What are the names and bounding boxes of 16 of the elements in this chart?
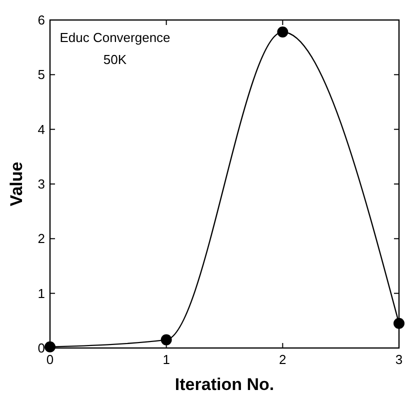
x-tick-label: 2 bbox=[279, 352, 286, 367]
y-tick-label: 1 bbox=[38, 286, 45, 301]
x-tick-label: 3 bbox=[395, 352, 403, 367]
y-tick-label: 5 bbox=[38, 67, 45, 82]
annotation: Educ Convergence 50K bbox=[60, 30, 170, 67]
y-tick-label: 4 bbox=[38, 122, 45, 137]
y-tick-label: 0 bbox=[38, 340, 45, 356]
point bbox=[44, 341, 56, 352]
y-tick-label: 2 bbox=[38, 231, 45, 246]
y-tick-label: 6 bbox=[38, 12, 45, 28]
y-axis-title: Value bbox=[7, 162, 26, 206]
x-axis-title: Iteration No. bbox=[174, 375, 274, 394]
point bbox=[277, 26, 288, 38]
x-tick-label: 1 bbox=[162, 352, 170, 367]
point bbox=[160, 334, 172, 346]
y-tick-label: 3 bbox=[38, 176, 45, 192]
